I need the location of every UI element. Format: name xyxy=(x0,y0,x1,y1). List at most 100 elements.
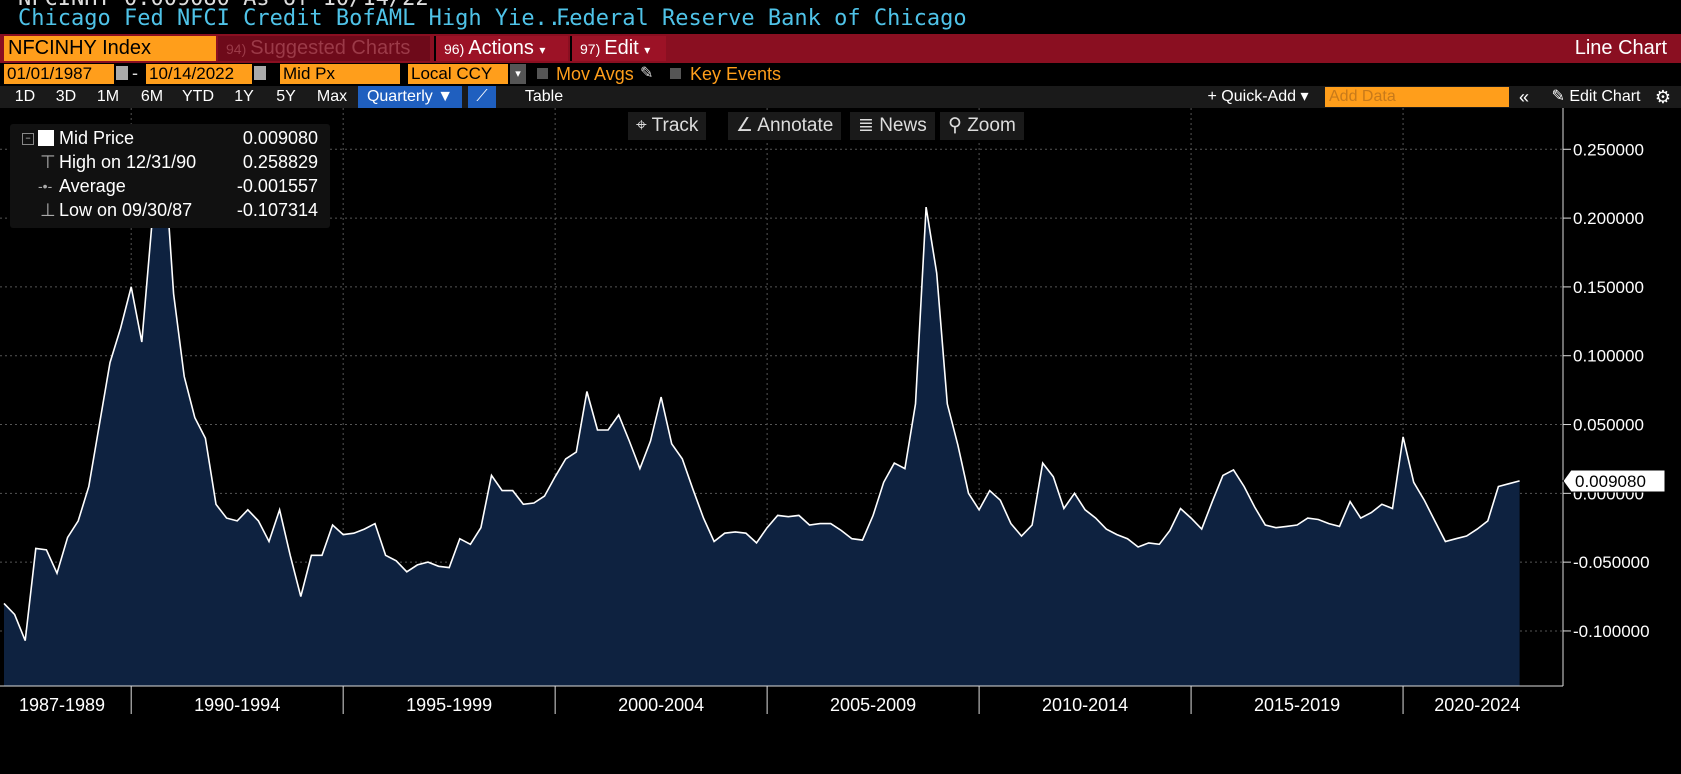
mov-avgs-label[interactable]: Mov Avgs xyxy=(556,64,634,84)
periodicity-select[interactable]: Quarterly ▼ xyxy=(358,86,462,108)
series-color-swatch xyxy=(38,130,54,146)
y-tick-label: 0.200000 xyxy=(1573,209,1644,228)
actions-button[interactable]: 96) Actions ▾ xyxy=(434,36,568,61)
ticker-field[interactable]: NFCINHY Index xyxy=(4,36,216,61)
collapse-icon[interactable]: « xyxy=(1518,87,1529,107)
end-date-field[interactable]: 10/14/2022 xyxy=(146,64,252,84)
legend-row-average: -•- Average -0.001557 xyxy=(10,174,330,198)
pencil-icon: ∠ xyxy=(736,115,754,136)
y-tick-label: 0.250000 xyxy=(1573,140,1644,159)
edit-label: Edit xyxy=(604,37,639,59)
zoom-label: Zoom xyxy=(967,115,1016,136)
x-period-label: 2020-2024 xyxy=(1434,695,1520,715)
legend-row-mid: − Mid Price 0.009080 xyxy=(10,126,330,150)
legend-row-high: ⊤ High on 12/31/90 0.258829 xyxy=(10,150,330,174)
legend-low-label: Low on 09/30/87 xyxy=(59,200,193,220)
calendar-icon[interactable] xyxy=(116,66,128,80)
collapse-icon[interactable]: − xyxy=(22,133,34,145)
y-tick-label: -0.100000 xyxy=(1573,622,1650,641)
add-data-input[interactable] xyxy=(1325,87,1509,107)
x-period-label: 2005-2009 xyxy=(830,695,916,715)
calendar-icon[interactable] xyxy=(254,66,266,80)
annotate-tool[interactable]: ∠ Annotate xyxy=(728,112,842,140)
quick-add-label: + Quick-Add xyxy=(1207,88,1296,105)
track-label: Track xyxy=(651,115,699,136)
y-tick-label: 0.100000 xyxy=(1573,347,1644,366)
price-field-select[interactable]: Mid Px xyxy=(280,64,400,84)
x-period-label: 1987-1989 xyxy=(19,695,105,715)
mov-avgs-checkbox[interactable] xyxy=(537,68,548,79)
title-bar: Chicago Fed NFCI Credit BofAML High Yie.… xyxy=(0,4,1681,34)
last-value-marker: 0.009080 xyxy=(1562,469,1666,493)
zoom-tool[interactable]: ⚲ Zoom xyxy=(940,112,1024,140)
legend-mid-value: 0.009080 xyxy=(242,128,318,148)
legend-row-low: ⊥ Low on 09/30/87 -0.107314 xyxy=(10,198,330,222)
last-value-label: 0.009080 xyxy=(1575,472,1646,491)
y-tick-label: 0.050000 xyxy=(1573,416,1644,435)
range-3d[interactable]: 3D xyxy=(55,88,77,105)
chevron-down-icon[interactable]: ▾ xyxy=(510,64,526,84)
line-chart-icon[interactable]: ⟋ xyxy=(468,86,496,108)
range-5y[interactable]: 5Y xyxy=(276,88,296,105)
date-controls-row xyxy=(0,63,1681,85)
chevron-down-icon: ▾ xyxy=(539,43,546,57)
range-1m[interactable]: 1M xyxy=(96,88,120,105)
key-events-checkbox[interactable] xyxy=(670,68,681,79)
track-tool[interactable]: ⌖ Track xyxy=(628,112,707,140)
actions-number: 96) xyxy=(444,41,465,57)
news-label: News xyxy=(879,115,927,136)
legend-average-value: -0.001557 xyxy=(236,176,318,196)
news-tool[interactable]: ≣ News xyxy=(850,112,935,140)
chevron-down-icon: ▾ xyxy=(644,43,651,57)
last-value-box xyxy=(1562,469,1666,493)
suggested-charts-number: 94) xyxy=(226,41,247,57)
range-1y[interactable]: 1Y xyxy=(234,88,254,105)
crosshair-icon: ⌖ xyxy=(636,115,647,136)
y-axis: 0.250000 0.200000 0.150000 0.100000 0.050000… xyxy=(1562,108,1650,686)
edit-chart-label: Edit Chart xyxy=(1569,88,1641,105)
start-date-field[interactable]: 01/01/1987 xyxy=(4,64,114,84)
key-events-label[interactable]: Key Events xyxy=(690,64,782,84)
legend-high-value: 0.258829 xyxy=(242,152,318,172)
edit-number: 97) xyxy=(580,41,601,57)
quick-add-button[interactable]: + Quick-Add ▾ xyxy=(1207,88,1309,105)
average-marker-icon: -•- xyxy=(38,178,53,194)
x-period-label: 2000-2004 xyxy=(618,695,704,715)
x-axis: 1987-1989 1990-1994 1995-1999 2000-2004 2005… xyxy=(0,685,1563,715)
search-icon: ⚲ xyxy=(948,115,962,136)
x-period-label: 1990-1994 xyxy=(194,695,280,715)
legend-high-label: High on 12/31/90 xyxy=(59,152,197,172)
series-line xyxy=(3,136,1520,641)
periodicity-label: Quarterly xyxy=(366,88,433,105)
chart-legend[interactable]: − Mid Price 0.009080 ⊤ High on 12/31/90 … xyxy=(10,124,330,228)
edit-chart-button[interactable]: ✎ Edit Chart xyxy=(1540,86,1652,108)
date-separator: - xyxy=(132,63,138,83)
high-marker-icon: ⊤ xyxy=(40,152,56,172)
x-period-label: 2015-2019 xyxy=(1254,695,1340,715)
legend-mid-label: Mid Price xyxy=(59,128,135,148)
legend-low-value: -0.107314 xyxy=(236,200,318,220)
range-6m[interactable]: 6M xyxy=(140,88,164,105)
low-marker-icon: ⊥ xyxy=(40,200,56,220)
pencil-icon[interactable]: ✎ xyxy=(640,65,654,82)
currency-select[interactable]: Local CCY xyxy=(408,64,508,84)
security-title: Chicago Fed NFCI Credit BofAML High Yie.… xyxy=(18,6,575,31)
y-tick-label: -0.050000 xyxy=(1573,553,1650,572)
legend-average-label: Average xyxy=(59,176,126,196)
range-1d[interactable]: 1D xyxy=(14,88,36,105)
table-button[interactable]: Table xyxy=(524,88,564,105)
chart-type-label: Line Chart xyxy=(1574,37,1667,59)
data-source: Federal Reserve Bank of Chicago xyxy=(556,6,967,31)
suggested-charts-label: Suggested Charts xyxy=(250,37,411,59)
pencil-icon: ✎ xyxy=(1551,88,1565,105)
range-max[interactable]: Max xyxy=(316,88,348,105)
suggested-charts-button[interactable]: 94) Suggested Charts xyxy=(218,36,430,61)
y-tick-label: 0.150000 xyxy=(1573,278,1644,297)
x-period-label: 1995-1999 xyxy=(406,695,492,715)
header-topline: NFCINHY 0.009080 As of 10/14/22 xyxy=(18,0,429,11)
actions-label: Actions xyxy=(468,37,534,59)
x-period-label: 2010-2014 xyxy=(1042,695,1128,715)
gear-icon[interactable]: ⚙ xyxy=(1654,87,1672,107)
range-ytd[interactable]: YTD xyxy=(182,88,214,105)
edit-button[interactable]: 97) Edit ▾ xyxy=(570,36,666,61)
